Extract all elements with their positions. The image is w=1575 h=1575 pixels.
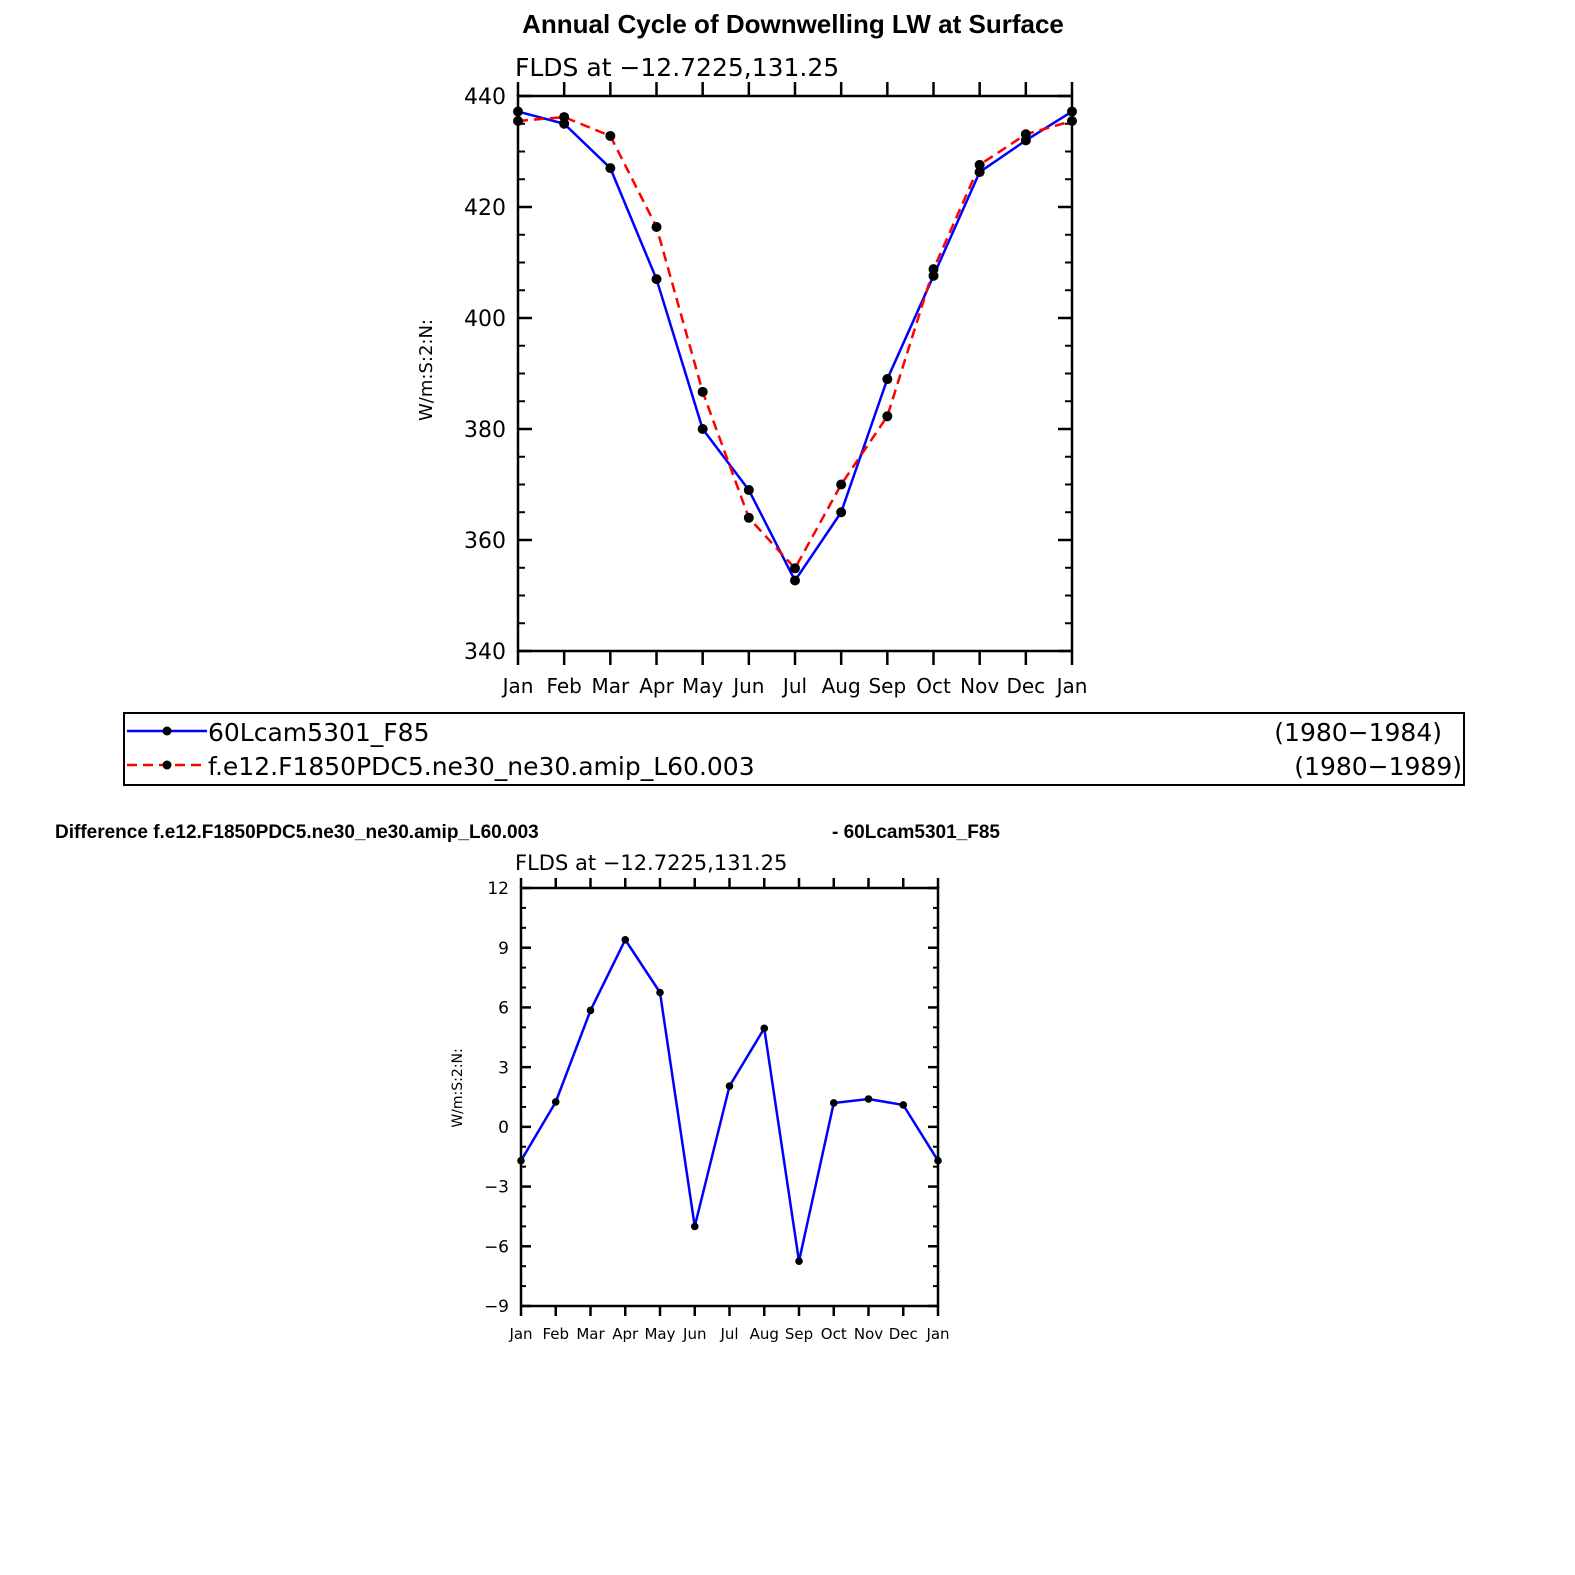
x-tick-label: Feb (542, 1325, 569, 1343)
bottom-chart-panel: FLDS at −12.7225,131.25 W/m:S:2:N: −9 −6 −… (450, 851, 950, 1343)
series-1-point (517, 1156, 525, 1165)
series-line-2 (517, 115, 1073, 571)
x-tick-label: Mar (576, 1325, 605, 1343)
legend-box (123, 712, 1465, 786)
legend-label-series-2: f.e12.F1850PDC5.ne30_ne30.amip_L60.003 (208, 752, 755, 781)
series-1-point (743, 485, 754, 496)
x-tick-label: Jan (925, 1325, 949, 1343)
series-1-point (795, 1257, 803, 1266)
main-title: Annual Cycle of Downwelling LW at Surfac… (522, 9, 1064, 39)
bottom-chart-subtitle: FLDS at −12.7225,131.25 (515, 851, 787, 875)
series-2-point (928, 264, 939, 275)
series-1-point (551, 1098, 560, 1106)
y-tick-label: −3 (484, 1178, 509, 1198)
legend-marker-series-1 (162, 726, 172, 736)
series-1-point (934, 1156, 942, 1165)
plot-frame (519, 886, 940, 1308)
series-line-1 (517, 110, 1073, 583)
difference-title-left: Difference f.e12.F1850PDC5.ne30_ne30.ami… (55, 822, 539, 843)
series-2-point (559, 112, 570, 123)
y-tick-label: 6 (498, 999, 509, 1019)
y-tick-label: 12 (487, 879, 509, 899)
series-2-point (651, 221, 662, 232)
x-tick-label: Jan (1055, 674, 1088, 698)
series-1-point (790, 575, 800, 586)
series-1-point (864, 1095, 873, 1103)
y-tick-label: 3 (498, 1058, 509, 1078)
series-2-point (743, 512, 754, 523)
difference-title-right: - 60Lcam5301_F85 (832, 822, 1000, 843)
top-chart-panel: FLDS at −12.7225,131.25 W/m:S:2:N: 340 36… (416, 53, 1087, 698)
series-1-point (697, 424, 708, 434)
legend: 60Lcam5301_F85 (1980−1984) f.e12.F1850PD… (123, 712, 1465, 786)
x-tick-label: Aug (822, 674, 861, 698)
series-1-point (829, 1099, 838, 1107)
x-tick-label: Mar (591, 674, 630, 698)
x-tick-label: Jan (501, 674, 534, 698)
x-tick-label: Sep (868, 674, 906, 698)
series-1-point (651, 274, 662, 285)
series-1-point (586, 1006, 595, 1015)
top-chart-ylabel: W/m:S:2:N: (416, 319, 437, 421)
x-tick-label: Aug (750, 1325, 779, 1343)
x-tick-label: Jul (781, 674, 807, 698)
y-tick-label: 400 (464, 307, 506, 332)
legend-years-series-2: (1980−1989) (1294, 752, 1462, 781)
x-tick-label: Dec (1006, 674, 1045, 698)
series-1-point (725, 1082, 734, 1090)
x-tick-label: Jan (508, 1325, 532, 1343)
y-tick-label: 340 (464, 640, 506, 665)
x-tick-label: Feb (546, 674, 581, 698)
x-tick-label: Oct (821, 1325, 847, 1343)
x-tick-label: Oct (916, 674, 951, 698)
series-1-point (836, 507, 847, 518)
x-tick-label: Sep (785, 1325, 813, 1343)
legend-marker-series-2 (162, 760, 172, 770)
series-2-point (974, 159, 985, 170)
y-tick-label: 0 (498, 1118, 509, 1138)
x-tick-label: Jun (731, 674, 764, 698)
series-2-point (1067, 115, 1077, 126)
legend-label-series-1: 60Lcam5301_F85 (208, 718, 429, 747)
y-tick-label: 9 (498, 939, 509, 959)
series-2-point (605, 130, 616, 141)
series-2-point (697, 386, 708, 397)
series-2-point (513, 115, 523, 126)
y-tick-label: 360 (464, 529, 506, 554)
y-tick-label: 440 (464, 85, 506, 110)
x-tick-label: Jun (682, 1325, 706, 1343)
series-1-point (656, 988, 664, 997)
x-tick-label: Apr (639, 674, 674, 698)
x-tick-label: Apr (612, 1325, 639, 1343)
series-2-point (836, 479, 847, 490)
series-1-point (882, 374, 893, 385)
x-tick-label: Nov (960, 674, 999, 698)
series-1-point (974, 167, 985, 178)
x-tick-label: May (682, 674, 724, 698)
x-tick-label: Dec (889, 1325, 918, 1343)
y-tick-label: −9 (484, 1297, 509, 1317)
series-1-point (605, 163, 616, 174)
top-chart-subtitle: FLDS at −12.7225,131.25 (515, 53, 839, 82)
y-tick-label: −6 (484, 1237, 509, 1257)
series-1-point (690, 1222, 699, 1231)
series-1-point (1067, 106, 1077, 117)
series-2-point (1020, 129, 1031, 140)
bottom-chart-ylabel: W/m:S:2:N: (450, 1048, 466, 1127)
y-tick-label: 420 (464, 196, 506, 221)
series-line-1 (519, 937, 940, 1262)
x-tick-label: Jul (719, 1325, 738, 1343)
x-tick-label: May (644, 1325, 675, 1343)
series-2-point (882, 411, 893, 422)
series-2-point (790, 563, 800, 574)
series-1-point (760, 1024, 769, 1033)
legend-years-series-1: (1980−1984) (1274, 718, 1442, 747)
x-tick-label: Nov (854, 1325, 883, 1343)
series-1-point (621, 935, 630, 944)
series-1-point (899, 1101, 908, 1109)
y-tick-label: 380 (464, 418, 506, 443)
series-1-point (513, 106, 523, 117)
